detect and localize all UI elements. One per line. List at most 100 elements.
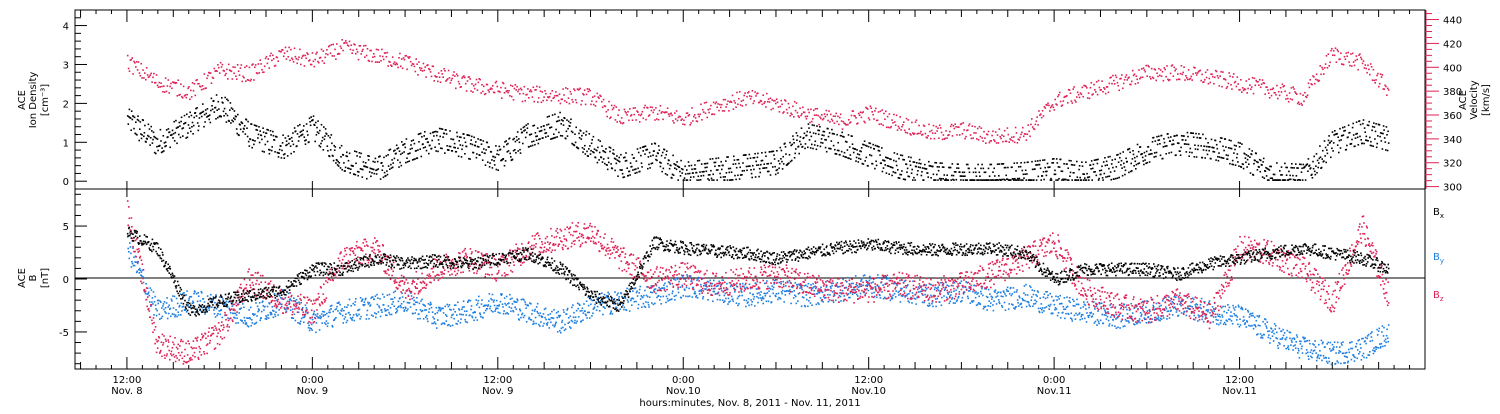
ion-density-points-point [507,143,509,145]
velocity-points-point [798,117,800,119]
by-points-point [176,316,178,318]
velocity-points-point [613,107,615,109]
ion-density-points-point [1362,143,1364,145]
velocity-points-point [1142,76,1144,78]
ion-density-points-point [1215,140,1217,142]
ion-density-points-point [770,163,772,165]
velocity-points-point [480,92,482,94]
velocity-points-point [334,49,336,51]
by-points-point [438,310,440,312]
ion-density-points-point [213,100,215,102]
velocity-points-point [503,83,505,85]
ion-density-points-point [1233,152,1235,154]
ion-density-points-point [430,133,432,135]
velocity-points-point [1240,79,1242,81]
by-points-point [530,303,532,305]
by-points-point [473,320,475,322]
by-points-point [251,319,253,321]
ion-density-points-point [189,112,191,114]
ion-density-points-point [371,172,373,174]
velocity-points-point [135,66,137,68]
by-points-point [275,316,277,318]
velocity-points-point [528,97,530,99]
ion-density-points-point [198,130,200,132]
ion-density-points-point [958,167,960,169]
ion-density-points-point [537,127,539,129]
ion-density-points-point [1133,154,1135,156]
velocity-points-point [750,98,752,100]
velocity-points-point [245,80,247,82]
by-points-point [594,306,596,308]
by-points-point [293,317,295,319]
by-points-point [697,278,699,280]
ion-density-points-point [908,156,910,158]
ion-density-points-point [1327,144,1329,146]
by-points-point [649,296,651,298]
velocity-points-point [933,125,935,127]
ion-density-points-point [1217,156,1219,158]
ion-density-points-point [616,155,618,157]
ion-density-points-point [711,179,713,181]
ion-density-points-point [1238,165,1240,167]
velocity-points-point [1255,85,1257,87]
by-points-point [280,297,282,299]
velocity-points-point [1311,84,1313,86]
ion-density-points-point [910,157,912,159]
ion-density-points-point [383,157,385,159]
by-points-point [474,312,476,314]
by-points-point [216,315,218,317]
velocity-points-point [749,95,751,97]
ion-density-points-point [1218,152,1220,154]
ion-density-points-point [732,179,734,181]
ion-density-points-point [932,166,934,168]
by-points-point [599,310,601,312]
by-points-point [422,310,424,312]
ion-density-points-point [214,111,216,113]
ion-density-points-point [495,157,497,159]
ion-density-points-point [218,101,220,103]
velocity-points-point [1060,101,1062,103]
velocity-points-point [652,107,654,109]
velocity-points-point [1300,93,1302,95]
ion-density-points-point [1186,143,1188,145]
velocity-points-point [1368,69,1370,71]
ion-density-points-point [1187,136,1189,138]
by-points-point [281,306,283,308]
velocity-points-point [600,96,602,98]
ion-density-points-point [765,155,767,157]
ion-density-points-point [383,177,385,179]
ion-density-points-point [458,156,460,158]
by-points-point [554,326,556,328]
velocity-points-point [594,95,596,97]
ion-density-points-point [879,150,881,152]
ion-density-points-point [309,118,311,120]
by-points-point [154,301,156,303]
ion-density-points-point [295,130,297,132]
ion-density-points-point [1294,179,1296,181]
velocity-points-point [723,99,725,101]
velocity-points-point [1179,79,1181,81]
velocity-points-point [1228,72,1230,74]
by-points-point [271,314,273,316]
by-points-point [481,303,483,305]
velocity-points-point [477,89,479,91]
ion-density-points-point [867,165,869,167]
by-points-point [576,310,578,312]
velocity-points-point [1365,68,1367,70]
by-points-point [388,312,390,314]
ion-density-points-point [495,145,497,147]
by-points-point [274,293,276,295]
velocity-points-point [557,95,559,97]
velocity-points-point [1075,101,1077,103]
ion-density-points-point [312,119,314,121]
velocity-points-point [439,76,441,78]
velocity-points-point [827,120,829,122]
by-points-point [401,303,403,305]
by-points-point [172,295,174,297]
by-points-point [149,301,151,303]
velocity-points-point [1155,69,1157,71]
ion-density-points-point [1033,179,1035,181]
ion-density-points-point [1157,144,1159,146]
velocity-points-point [250,79,252,81]
by-points-point [418,313,420,315]
